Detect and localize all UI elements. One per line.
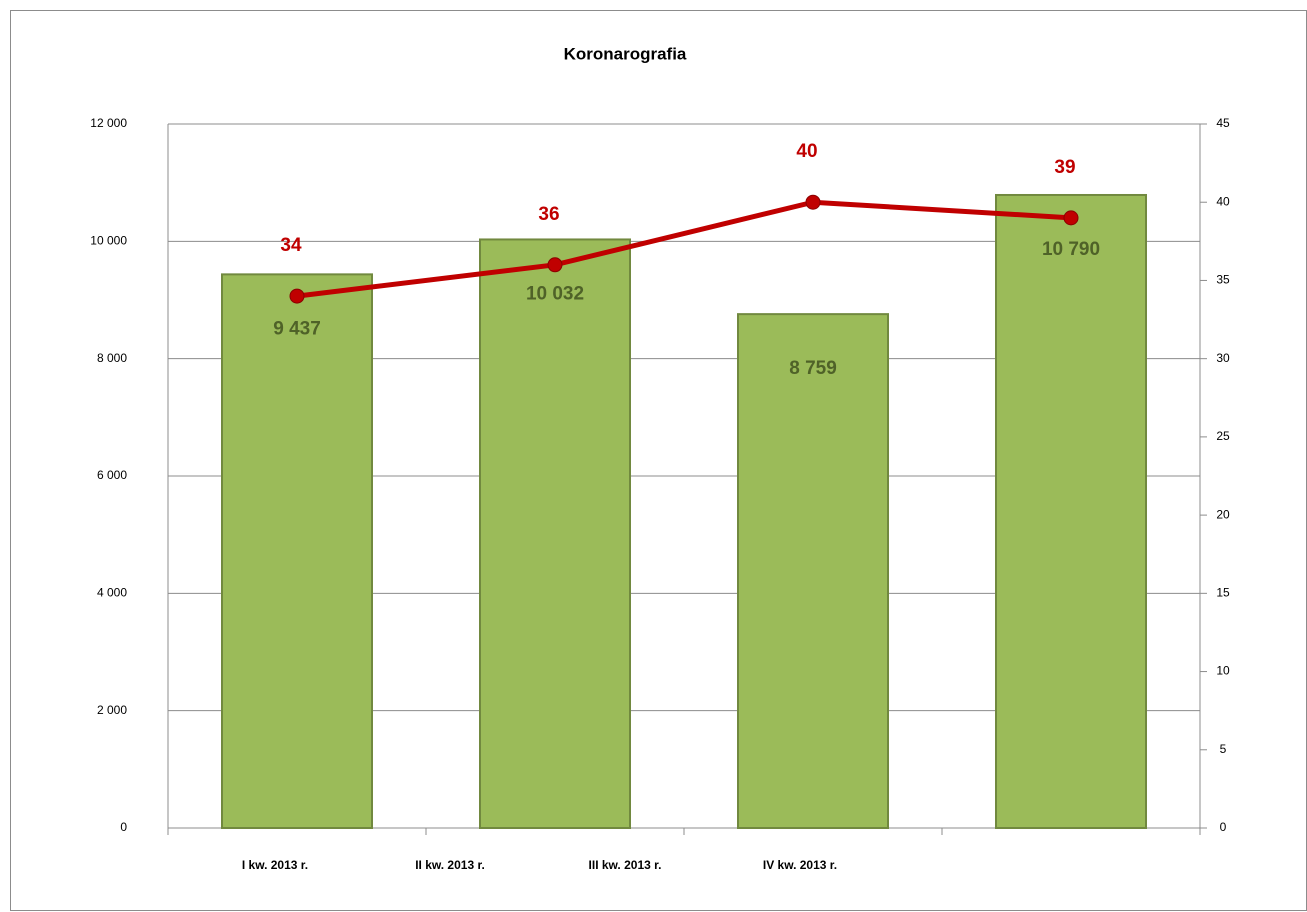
x-tick-label: I kw. 2013 r. — [242, 858, 308, 872]
y2-tick-label: 20 — [1216, 507, 1230, 521]
x-tick-label: III kw. 2013 r. — [589, 858, 662, 872]
y-tick-label: 6 000 — [97, 468, 127, 482]
bar-value-label: 10 032 — [526, 283, 584, 304]
bar — [737, 313, 889, 829]
y-tick-label: 10 000 — [90, 234, 127, 248]
y2-tick-label: 30 — [1216, 351, 1230, 365]
line-point — [547, 257, 563, 273]
bar-value-label: 10 790 — [1042, 239, 1100, 260]
y2-tick-label: 25 — [1216, 429, 1230, 443]
line-point — [805, 194, 821, 210]
line-value-label: 40 — [796, 141, 817, 162]
line — [296, 199, 1072, 299]
line-point — [289, 288, 305, 304]
y2-tick-label: 10 — [1216, 664, 1230, 678]
y-tick-label: 4 000 — [97, 586, 127, 600]
y2-tick-label: 35 — [1216, 273, 1230, 287]
y-tick-label: 8 000 — [97, 351, 127, 365]
y2-tick-label: 5 — [1220, 742, 1227, 756]
y-tick-label: 12 000 — [90, 116, 127, 130]
line-value-label: 36 — [538, 204, 559, 225]
bar — [479, 238, 631, 829]
y-tick-label: 0 — [120, 820, 127, 834]
chart-title: Koronarografia — [564, 44, 687, 63]
y2-tick-label: 40 — [1216, 194, 1230, 208]
bar-value-label: 9 437 — [273, 318, 321, 339]
y2-tick-label: 15 — [1216, 586, 1230, 600]
line-value-label: 39 — [1054, 157, 1075, 178]
x-tick-label: IV kw. 2013 r. — [763, 858, 837, 872]
bar — [995, 193, 1147, 829]
y2-tick-label: 45 — [1216, 116, 1230, 130]
y2-tick-label: 0 — [1220, 820, 1227, 834]
bar — [221, 273, 373, 829]
line-value-label: 34 — [280, 235, 302, 256]
line-point — [1063, 210, 1079, 226]
bar-value-label: 8 759 — [789, 358, 837, 379]
x-tick-label: II kw. 2013 r. — [415, 858, 485, 872]
y-tick-label: 2 000 — [97, 703, 127, 717]
